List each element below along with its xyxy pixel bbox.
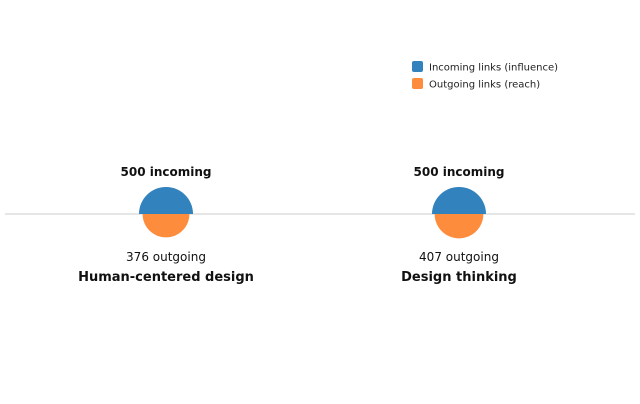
legend-label: Incoming links (influence) xyxy=(429,63,558,74)
incoming-value-label: 500 incoming xyxy=(414,165,505,179)
incoming-semicircle xyxy=(432,187,486,214)
incoming-semicircle xyxy=(139,187,193,214)
chart-marks: 500 incoming 376 outgoing Human-centered d… xyxy=(78,165,517,285)
outgoing-semicircle xyxy=(434,214,484,239)
outgoing-value-label: 376 outgoing xyxy=(126,250,206,264)
legend-swatch xyxy=(412,78,423,89)
chart-legend: Incoming links (influence) Outgoing links… xyxy=(412,61,558,91)
category-label: Human-centered design xyxy=(78,270,254,285)
legend-swatch xyxy=(412,61,423,72)
outgoing-semicircle xyxy=(142,214,190,238)
legend-label: Outgoing links (reach) xyxy=(429,80,540,91)
incoming-value-label: 500 incoming xyxy=(121,165,212,179)
category-label: Design thinking xyxy=(401,270,517,285)
outgoing-value-label: 407 outgoing xyxy=(419,250,499,264)
